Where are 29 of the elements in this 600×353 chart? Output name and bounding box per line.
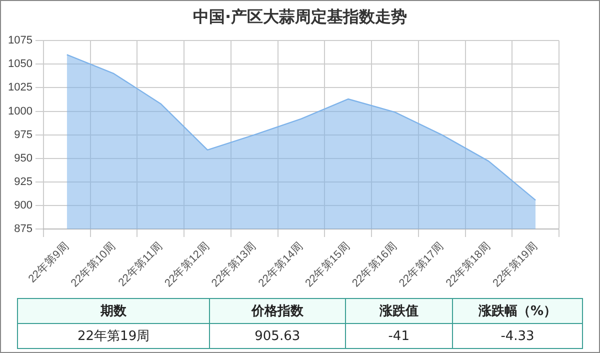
text: -4.33: [452, 324, 582, 348]
x-tick-label: 22年第11周: [116, 240, 165, 290]
x-tick-label: 22年第17周: [396, 240, 446, 290]
y-tick-label: 1000: [8, 105, 32, 118]
text: 涨跌幅（%）: [452, 298, 582, 324]
x-tick-label: 22年第14周: [256, 240, 306, 290]
text: 涨跌值: [345, 298, 453, 324]
y-tick-label: 925: [14, 176, 32, 188]
y-tick-label: 1050: [8, 58, 32, 70]
x-tick-label: 22年第9周: [26, 240, 72, 286]
text: 期数: [18, 298, 210, 324]
x-tick-label: 22年第15周: [303, 240, 352, 290]
x-tick-label: 22年第19周: [490, 240, 540, 290]
x-tick-label: 22年第13周: [210, 240, 259, 290]
text: 22年第19周: [18, 324, 210, 348]
x-tick-label: 22年第10周: [68, 240, 118, 290]
chart-title: 中国·产区大蒜周定基指数走势: [192, 7, 408, 28]
x-tick-label: 22年第16周: [350, 240, 400, 290]
y-tick-label: 950: [14, 152, 32, 164]
y-tick-label: 975: [14, 128, 32, 141]
y-tick-label: 875: [14, 223, 32, 236]
x-tick-label: 22年第12周: [162, 240, 212, 290]
y-tick-label: 900: [14, 200, 32, 212]
x-tick-label: 22年第18周: [444, 240, 493, 290]
text: -41: [345, 324, 453, 348]
y-tick-label: 1075: [8, 34, 32, 47]
y-tick-label: 1025: [8, 82, 32, 94]
text: 905.63: [210, 324, 346, 348]
text: 价格指数: [210, 298, 346, 324]
